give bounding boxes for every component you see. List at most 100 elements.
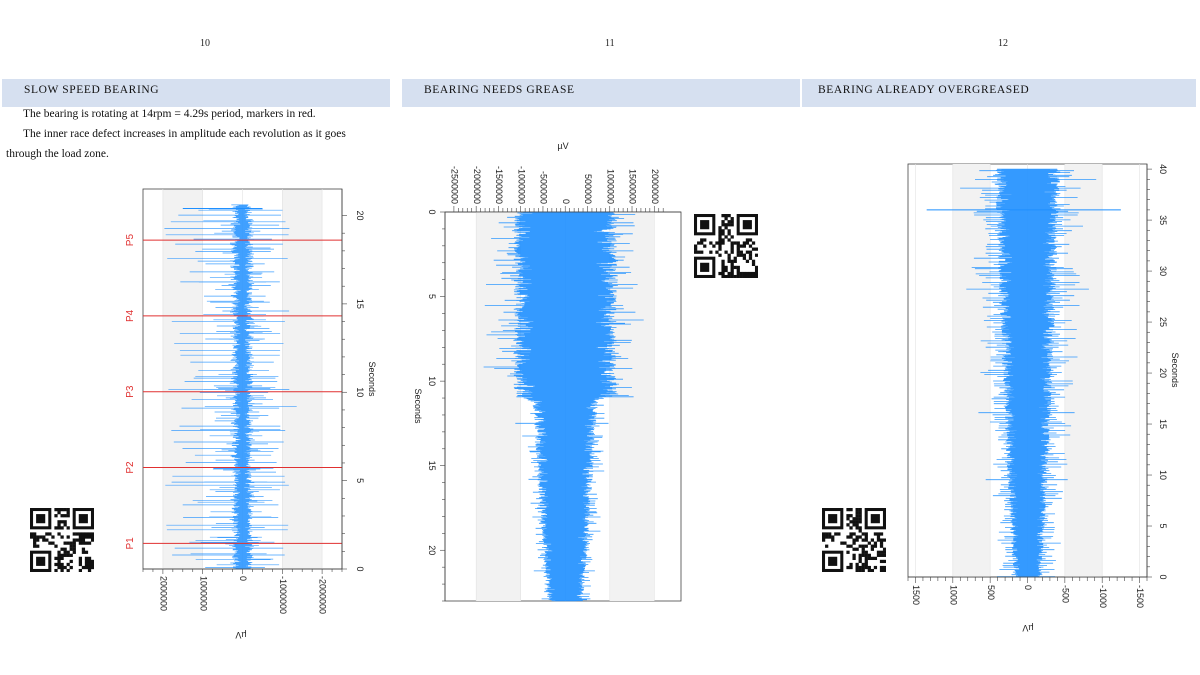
x-tick-label: -1500	[1135, 585, 1145, 608]
qr-module	[855, 565, 859, 570]
qr-module	[66, 508, 70, 512]
qr-module	[36, 538, 40, 542]
qr-module	[724, 250, 728, 254]
qr-module	[837, 532, 841, 536]
page-number: 12	[998, 38, 1008, 49]
qr-module	[861, 532, 865, 536]
qr-module	[876, 532, 881, 536]
qr-module	[81, 532, 86, 536]
qr-module	[748, 274, 753, 278]
qr-module	[876, 535, 881, 539]
qr-module	[861, 553, 865, 557]
marker-label-p4: P4	[125, 309, 136, 322]
qr-module	[736, 244, 740, 248]
qr-module	[63, 541, 67, 545]
qr-module	[718, 271, 722, 276]
qr-module	[60, 508, 64, 512]
qr-module	[742, 253, 747, 257]
y-tick-label: 35	[1158, 215, 1168, 225]
qr-module	[81, 565, 86, 570]
qr-module	[873, 541, 878, 545]
qr-finder-center	[742, 220, 752, 230]
qr-module	[831, 535, 835, 539]
qr-module	[733, 259, 737, 263]
qr-module	[855, 538, 859, 542]
marker-label-p1: P1	[125, 537, 136, 550]
qr-module	[730, 262, 734, 267]
qr-module	[721, 271, 725, 276]
qr-module	[63, 520, 67, 524]
qr-module	[721, 262, 725, 267]
qr-module	[825, 535, 829, 539]
qr-module	[879, 538, 884, 542]
qr-module	[730, 274, 734, 278]
qr-module	[745, 238, 750, 242]
qr-module	[36, 544, 40, 548]
qr-module	[730, 250, 734, 254]
qr-module	[72, 547, 76, 551]
qr-module	[858, 526, 862, 530]
qr-module	[861, 547, 865, 551]
y-tick-label: 15	[1158, 419, 1168, 429]
qr-module	[33, 541, 37, 545]
qr-module	[60, 520, 64, 524]
qr-module	[754, 274, 758, 278]
qr-module	[712, 244, 716, 248]
qr-module	[54, 514, 58, 518]
qr-module	[721, 259, 725, 263]
qr-module	[66, 511, 70, 515]
qr-module	[754, 265, 758, 270]
qr-module	[846, 523, 850, 527]
qr-module	[715, 241, 719, 245]
qr-finder-center	[828, 556, 838, 566]
qr-module	[60, 556, 64, 561]
qr-module	[84, 556, 89, 561]
qr-module	[748, 253, 753, 257]
qr-modules	[822, 508, 886, 572]
qr-module	[867, 565, 871, 570]
qr-module	[721, 232, 725, 236]
x-tick-label: 2000000	[159, 576, 169, 611]
qr-module	[718, 244, 722, 248]
qr-module	[855, 517, 859, 521]
qr-module	[879, 568, 884, 572]
qr-module	[81, 541, 86, 545]
qr-module	[724, 265, 728, 270]
qr-module	[745, 241, 750, 245]
qr-module	[882, 568, 886, 572]
qr-module	[48, 532, 52, 536]
qr-module	[60, 535, 64, 539]
qr-module	[727, 223, 731, 227]
qr-module	[45, 532, 49, 536]
qr-module	[742, 244, 747, 248]
qr-module	[84, 532, 89, 536]
qr-module	[66, 535, 70, 539]
qr-module	[858, 508, 862, 512]
paragraph-2-line-2: through the load zone.	[6, 148, 109, 160]
qr-module	[873, 544, 878, 548]
qr-finder-center	[700, 262, 710, 272]
qr-module	[855, 562, 859, 567]
page-number: 10	[200, 38, 210, 49]
qr-module	[90, 532, 94, 536]
chart-slow-speed-bearing: P1 P2 P3 P4 P5 0 5 10 15 20 Seconds 2000000 1000000 0…	[125, 188, 377, 640]
shade-band	[476, 212, 521, 601]
qr-module	[703, 238, 707, 242]
qr-module	[873, 565, 878, 570]
qr-module	[727, 274, 731, 278]
qr-module	[882, 538, 886, 542]
qr-finder-center	[36, 556, 46, 566]
qr-module	[75, 532, 79, 536]
qr-module	[730, 265, 734, 270]
qr-module	[864, 556, 868, 561]
qr-module	[858, 568, 862, 572]
qr-module	[87, 532, 92, 536]
qr-code	[30, 508, 94, 572]
qr-module	[858, 514, 862, 518]
qr-module	[57, 559, 61, 564]
qr-module	[739, 253, 743, 257]
x-tick-label: 1500000	[628, 169, 638, 204]
qr-module	[873, 556, 878, 561]
x-tick-label: 1000	[948, 585, 958, 605]
section-heading-band: SLOW SPEED BEARING	[2, 79, 390, 107]
